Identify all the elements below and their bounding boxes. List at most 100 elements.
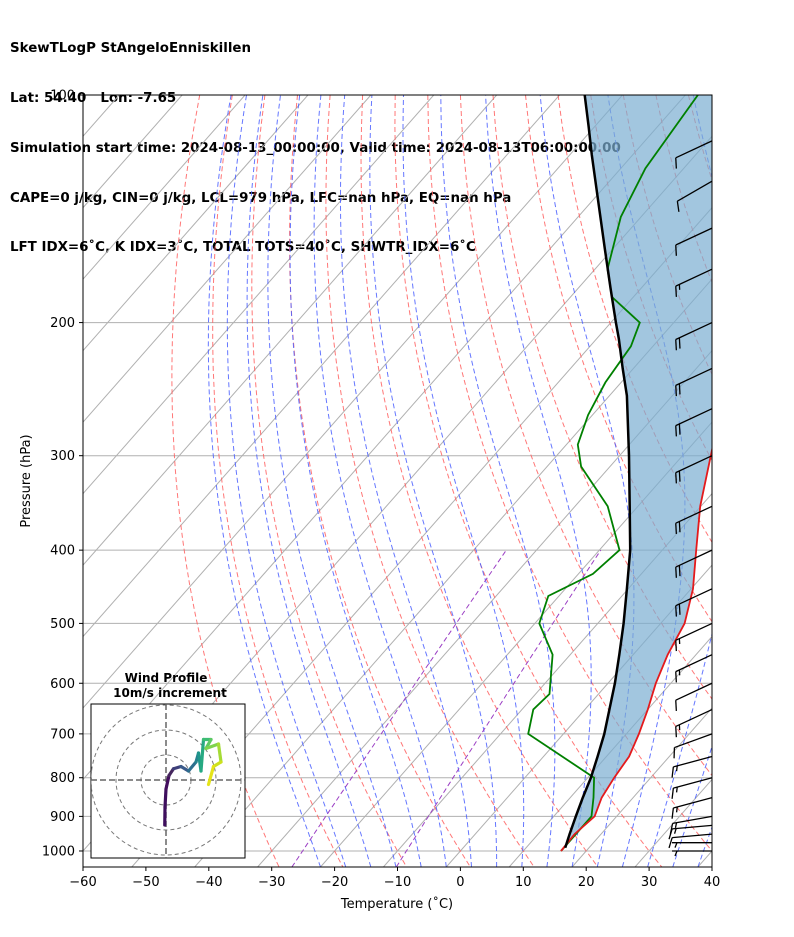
y-tick-label: 500: [50, 617, 75, 632]
y-tick-label: 1000: [42, 844, 75, 859]
wind-barb: [672, 850, 712, 857]
y-tick-label: 400: [50, 544, 75, 559]
y-tick-label: 800: [50, 771, 75, 786]
isotherm-line: [83, 95, 498, 566]
y-tick-label: 700: [50, 727, 75, 742]
title-times: Simulation start time: 2024-08-13_00:00:…: [10, 140, 621, 156]
moist-adiabat: [207, 95, 321, 867]
isotherm-line: [83, 95, 372, 423]
hodograph-segment: [186, 760, 198, 773]
wind-barb: [675, 455, 713, 484]
wind-barb: [673, 733, 713, 759]
dry-adiabat: [360, 95, 599, 867]
mixing-ratio-line: [395, 549, 602, 867]
moist-adiabat: [313, 95, 447, 867]
moist-adiabat: [289, 95, 422, 867]
isotherm-line: [83, 95, 435, 495]
x-tick-label: 10: [515, 875, 532, 890]
temperature-line: [560, 445, 712, 852]
dry-adiabat: [721, 95, 794, 867]
series-layer: [527, 95, 712, 852]
x-tick-label: 30: [641, 875, 658, 890]
x-tick-label: 40: [704, 875, 721, 890]
wind-barb: [671, 777, 713, 799]
wind-barb: [669, 815, 713, 835]
chart-header: SkewTLogP StAngeloEnniskillen Lat: 54.40…: [10, 8, 621, 274]
wind-barb: [675, 708, 713, 738]
y-axis-title: Pressure (hPa): [19, 434, 34, 527]
inset-title: Wind Profile: [125, 671, 208, 685]
moist-adiabat: [340, 95, 472, 867]
wind-barb: [675, 682, 713, 711]
x-tick-label: −40: [195, 875, 222, 890]
hodograph-segment: [164, 773, 171, 791]
wind-barb: [675, 367, 713, 397]
moist-adiabat: [485, 95, 592, 867]
dry-adiabat: [525, 95, 712, 623]
wind-barbs: [668, 140, 713, 857]
y-tick-label: 200: [50, 316, 75, 331]
wind-barb: [675, 588, 713, 617]
isotherm-line: [383, 492, 712, 867]
wind-barb: [668, 833, 713, 849]
dry-adiabat: [325, 95, 535, 867]
dry-adiabat: [786, 95, 794, 867]
title-station: SkewTLogP StAngeloEnniskillen: [10, 41, 252, 57]
isotherm-line: [83, 95, 560, 638]
y-tick-label: 600: [50, 677, 75, 692]
dry-adiabat: [754, 95, 794, 867]
hodograph-segment: [204, 742, 221, 751]
axes-layer: −60 −50 −40 −30 −20 −10 0 10 20 30 40 1000 900 800 700…: [42, 89, 720, 891]
isotherm-line: [257, 349, 712, 867]
isotherm-line: [571, 707, 712, 867]
dry-adiabat: [427, 95, 712, 852]
title-indices-2: LFT IDX=6˚C, K IDX=3˚C, TOTAL TOTS=40˚C,…: [10, 240, 476, 256]
wind-barb: [675, 408, 713, 437]
wind-barb: [675, 321, 713, 351]
wind-barb: [675, 622, 713, 652]
dry-adiabat: [171, 95, 280, 867]
hodograph-segment: [199, 737, 206, 773]
x-tick-label: −50: [132, 875, 159, 890]
wind-barb: [675, 140, 713, 169]
moist-adiabat: [402, 95, 525, 867]
wind-barb: [675, 549, 713, 578]
y-tick-label: 300: [50, 449, 75, 464]
wind-barb: [675, 505, 713, 534]
isotherm-line: [320, 421, 712, 867]
hodograph-segment: [216, 742, 223, 764]
x-axis-title: Temperature (˚C): [340, 896, 453, 912]
wind-barb: [675, 268, 713, 297]
dry-adiabat: [251, 95, 408, 867]
isotherm-line: [83, 95, 309, 352]
x-tick-label: −60: [69, 875, 96, 890]
dry-adiabat: [394, 95, 663, 867]
x-tick-label: −30: [258, 875, 285, 890]
moist-adiabat: [672, 744, 712, 867]
x-tick-label: −10: [384, 875, 411, 890]
x-tick-label: 20: [578, 875, 595, 890]
wind-barb: [671, 796, 713, 819]
wind-barb: [675, 227, 713, 256]
hodograph-segment: [163, 787, 168, 809]
x-tick-label: 0: [456, 875, 464, 890]
hodograph-rings: [91, 704, 245, 858]
wind-barb: [675, 654, 713, 683]
isotherm-line: [194, 278, 712, 867]
hodograph-segment: [206, 764, 216, 787]
moist-adiabat: [369, 95, 498, 867]
isotherm-line: [83, 95, 623, 709]
dry-adiabat: [212, 95, 344, 867]
wind-barb: [676, 180, 713, 212]
wind-barb: [671, 755, 713, 778]
y-tick-label: 900: [50, 810, 75, 825]
y-tick-label: 100: [50, 89, 75, 104]
moist-adiabat: [246, 95, 372, 867]
dry-adiabat: [289, 95, 471, 867]
wind-barb: [672, 842, 712, 848]
inset-subtitle: 10m/s increment: [113, 686, 227, 700]
wind-profile-inset: Wind Profile 10m/s increment: [90, 671, 246, 859]
x-tick-label: −20: [321, 875, 348, 890]
cin-shading: [561, 95, 712, 851]
